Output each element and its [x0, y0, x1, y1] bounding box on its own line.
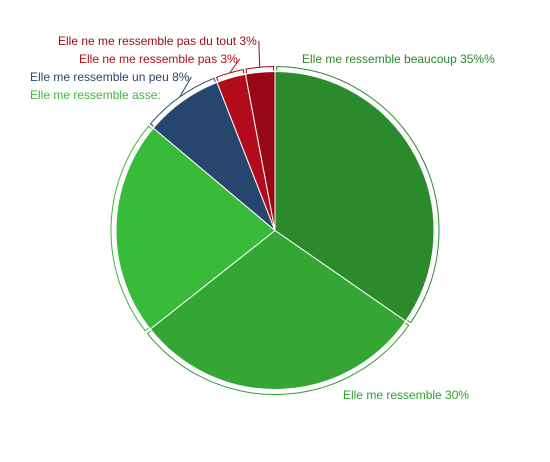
pie-slices	[115, 70, 435, 391]
label-leader-lines	[110, 40, 440, 395]
pie-slice-elle-me-ressemble-assez	[115, 127, 276, 330]
pie-slice-elle-me-ressemble-beaucoup	[274, 70, 435, 322]
leader-line-elle-me-ressemble-un-peu	[149, 76, 216, 127]
slice-label-elle-me-ressemble: Elle me ressemble 30%	[343, 388, 469, 402]
pie-slice-elle-ne-me-ressemble-pas-du-tout	[244, 70, 276, 231]
slice-label-elle-me-ressemble-un-peu: Elle me ressemble un peu 8%	[30, 70, 190, 84]
leader-line-elle-me-ressemble	[146, 322, 410, 395]
slice-labels: Elle me ressemble beaucoup 35%% Elle me r…	[30, 34, 495, 402]
pie-slice-elle-me-ressemble	[149, 229, 407, 391]
slice-label-elle-me-ressemble-beaucoup: Elle me ressemble beaucoup 35%%	[302, 52, 495, 66]
slice-label-elle-me-ressemble-assez: Elle me ressemble asse:	[30, 88, 161, 102]
leader-line-elle-ne-me-ressemble-pas-du-tout	[245, 40, 275, 74]
leader-line-elle-ne-me-ressemble-pas	[215, 58, 245, 82]
slice-label-elle-ne-me-ressemble-pas-du-tout: Elle ne me ressemble pas du tout 3%	[58, 34, 257, 48]
leader-line-elle-me-ressemble-assez	[110, 125, 152, 332]
leader-line-elle-me-ressemble-beaucoup	[276, 66, 440, 324]
slice-label-elle-ne-me-ressemble-pas: Elle ne me ressemble pas 3%	[79, 52, 238, 66]
